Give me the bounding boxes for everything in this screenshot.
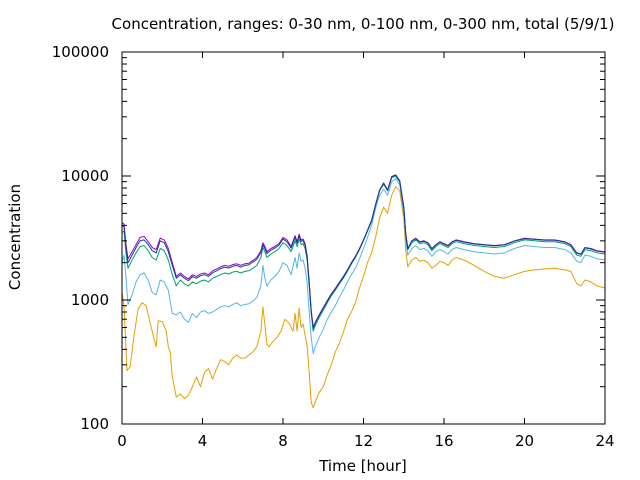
series-line-4 (121, 174, 606, 328)
x-tick-label: 4 (198, 432, 208, 450)
y-tick-label: 1000 (71, 291, 109, 309)
y-axis-label: Concentration (6, 184, 24, 290)
y-tick-label: 100 (80, 415, 109, 433)
y-tick-label: 10000 (61, 167, 109, 185)
chart-title: Concentration, ranges: 0-30 nm, 0-100 nm… (112, 15, 615, 33)
x-tick-label: 20 (515, 432, 534, 450)
plot-frame (121, 51, 606, 425)
series-line-2 (121, 177, 606, 354)
series-line-3 (121, 175, 606, 332)
x-tick-label: 24 (595, 432, 614, 450)
x-tick-label: 16 (434, 432, 453, 450)
series-line-5 (121, 174, 606, 329)
x-tick-label: 12 (354, 432, 373, 450)
series-layer (121, 174, 606, 409)
x-axis-label: Time [hour] (318, 457, 407, 475)
x-tick-label: 8 (278, 432, 288, 450)
x-tick-label: 0 (117, 432, 127, 450)
y-tick-label: 100000 (52, 43, 109, 61)
series-line-1 (121, 186, 606, 409)
